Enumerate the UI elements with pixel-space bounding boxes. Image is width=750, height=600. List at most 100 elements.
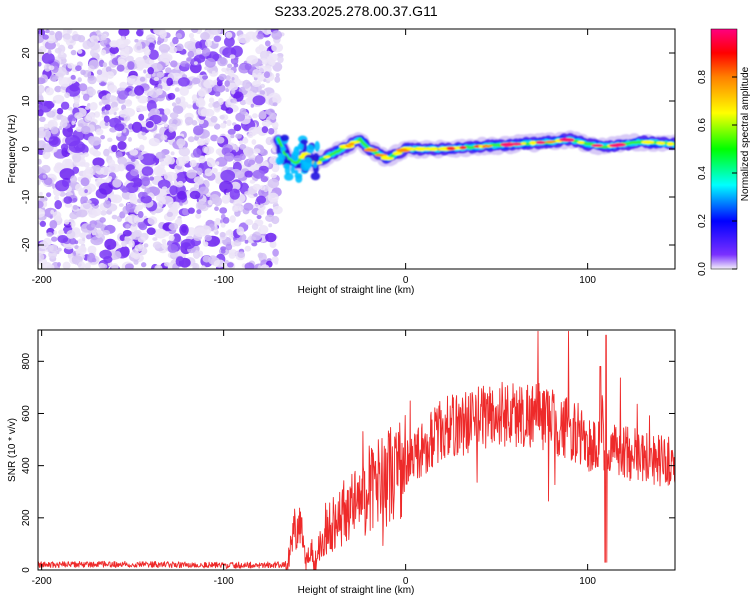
- noise-speckle: [59, 120, 68, 128]
- noise-speckle: [184, 63, 191, 68]
- noise-speckle: [130, 169, 139, 177]
- noise-speckle: [140, 195, 152, 204]
- noise-speckle: [213, 196, 223, 207]
- noise-speckle: [155, 151, 166, 160]
- noise-speckle: [46, 192, 52, 198]
- colorbar-tick-label: 0.2: [697, 214, 708, 228]
- noise-speckle: [127, 61, 135, 70]
- noise-speckle: [80, 177, 90, 187]
- noise-speckle: [233, 207, 240, 212]
- noise-speckle: [197, 138, 206, 146]
- noise-speckle: [167, 156, 175, 165]
- noise-speckle: [49, 220, 58, 229]
- noise-speckle: [168, 222, 179, 231]
- spectrogram-y-tick-label: -20: [21, 237, 32, 252]
- noise-speckle: [251, 231, 262, 241]
- spectrogram-noise-layer: [38, 29, 285, 269]
- noise-speckle: [178, 77, 190, 87]
- noise-speckle: [137, 95, 148, 104]
- noise-speckle: [44, 40, 57, 50]
- noise-speckle: [77, 209, 88, 218]
- noise-speckle: [116, 64, 125, 72]
- signal-hotspot: [577, 140, 585, 144]
- noise-speckle: [154, 264, 163, 269]
- noise-speckle: [203, 146, 215, 155]
- noise-speckle: [252, 131, 256, 136]
- noise-speckle: [136, 29, 144, 37]
- noise-speckle: [117, 141, 127, 150]
- noise-speckle: [88, 136, 102, 146]
- noise-speckle: [118, 90, 128, 100]
- noise-speckle: [152, 237, 158, 241]
- noise-speckle: [225, 243, 233, 251]
- noise-speckle: [50, 126, 59, 135]
- signal-blob: [312, 161, 318, 169]
- signal-blob: [280, 134, 289, 142]
- spectrogram-y-tick-label: -10: [21, 189, 32, 204]
- noise-speckle: [107, 137, 113, 142]
- noise-speckle: [271, 42, 283, 53]
- noise-speckle: [96, 73, 108, 84]
- noise-speckle: [159, 53, 173, 63]
- noise-speckle: [38, 140, 46, 149]
- noise-speckle: [78, 83, 88, 92]
- noise-speckle: [193, 61, 198, 65]
- noise-speckle: [141, 166, 154, 177]
- noise-speckle: [198, 155, 206, 164]
- noise-speckle: [263, 29, 271, 35]
- noise-speckle: [195, 48, 202, 54]
- noise-speckle: [77, 49, 83, 54]
- noise-speckle: [84, 262, 91, 269]
- noise-speckle: [148, 59, 155, 65]
- noise-speckle: [137, 221, 146, 229]
- noise-speckle: [77, 35, 86, 43]
- noise-speckle: [38, 61, 42, 67]
- noise-speckle: [247, 133, 254, 138]
- noise-speckle: [259, 50, 270, 61]
- noise-speckle: [243, 147, 253, 157]
- noise-speckle: [178, 147, 190, 157]
- noise-speckle: [198, 118, 205, 125]
- noise-speckle: [77, 245, 87, 255]
- noise-speckle: [77, 77, 82, 83]
- noise-speckle: [161, 195, 174, 205]
- noise-speckle: [145, 121, 154, 128]
- noise-speckle: [242, 137, 249, 144]
- signal-blob: [291, 150, 299, 162]
- noise-speckle: [204, 234, 212, 242]
- noise-speckle: [88, 209, 98, 219]
- snr-frame: [37, 329, 676, 571]
- signal-blob: [276, 144, 281, 156]
- noise-speckle: [251, 222, 259, 231]
- noise-speckle: [200, 265, 207, 269]
- noise-speckle: [112, 178, 122, 188]
- noise-speckle: [91, 223, 96, 228]
- noise-speckle: [187, 207, 195, 214]
- noise-speckle: [263, 71, 270, 79]
- noise-speckle: [170, 151, 175, 156]
- signal-hotspot: [545, 140, 557, 144]
- noise-speckle: [105, 66, 112, 73]
- noise-speckle: [66, 230, 76, 239]
- noise-speckle: [49, 30, 55, 36]
- noise-speckle: [135, 94, 140, 99]
- noise-speckle: [107, 159, 116, 167]
- noise-speckle: [45, 29, 50, 34]
- noise-speckle: [177, 190, 187, 200]
- signal-blob: [290, 165, 295, 174]
- noise-speckle: [38, 92, 43, 96]
- noise-speckle: [203, 79, 215, 89]
- noise-speckle: [269, 53, 279, 62]
- noise-speckle: [175, 172, 188, 184]
- noise-speckle: [81, 125, 91, 135]
- snr-x-tick-label: 0: [403, 576, 409, 587]
- noise-speckle: [277, 56, 284, 64]
- noise-speckle: [88, 59, 100, 70]
- noise-speckle: [57, 247, 62, 252]
- noise-speckle: [120, 36, 125, 42]
- noise-speckle: [84, 189, 88, 194]
- snr-plot-area: [38, 330, 675, 570]
- noise-speckle: [256, 214, 262, 220]
- colorbar-tick-label: 0.4: [697, 166, 708, 180]
- noise-speckle: [214, 206, 219, 211]
